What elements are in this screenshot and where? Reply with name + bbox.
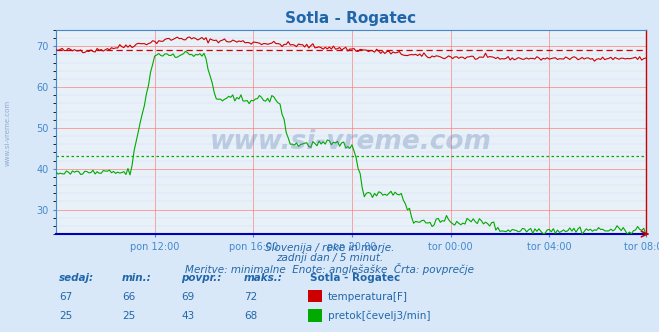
Text: povpr.:: povpr.:	[181, 273, 221, 283]
Text: 25: 25	[122, 311, 135, 321]
Text: 72: 72	[244, 292, 257, 302]
Text: Slovenija / reke in morje.: Slovenija / reke in morje.	[265, 243, 394, 253]
Text: zadnji dan / 5 minut.: zadnji dan / 5 minut.	[276, 253, 383, 263]
Text: 43: 43	[181, 311, 194, 321]
Text: Meritve: minimalne  Enote: anglešaške  Črta: povprečje: Meritve: minimalne Enote: anglešaške Črt…	[185, 263, 474, 275]
Text: www.si-vreme.com: www.si-vreme.com	[210, 129, 492, 155]
Title: Sotla - Rogatec: Sotla - Rogatec	[285, 11, 416, 26]
Text: 25: 25	[59, 311, 72, 321]
Text: maks.:: maks.:	[244, 273, 283, 283]
Text: min.:: min.:	[122, 273, 152, 283]
Text: 66: 66	[122, 292, 135, 302]
Text: sedaj:: sedaj:	[59, 273, 94, 283]
Text: www.si-vreme.com: www.si-vreme.com	[5, 100, 11, 166]
Text: temperatura[F]: temperatura[F]	[328, 292, 407, 302]
Text: pretok[čevelj3/min]: pretok[čevelj3/min]	[328, 310, 430, 321]
Text: 69: 69	[181, 292, 194, 302]
Text: 68: 68	[244, 311, 257, 321]
Text: 67: 67	[59, 292, 72, 302]
Text: Sotla - Rogatec: Sotla - Rogatec	[310, 273, 400, 283]
